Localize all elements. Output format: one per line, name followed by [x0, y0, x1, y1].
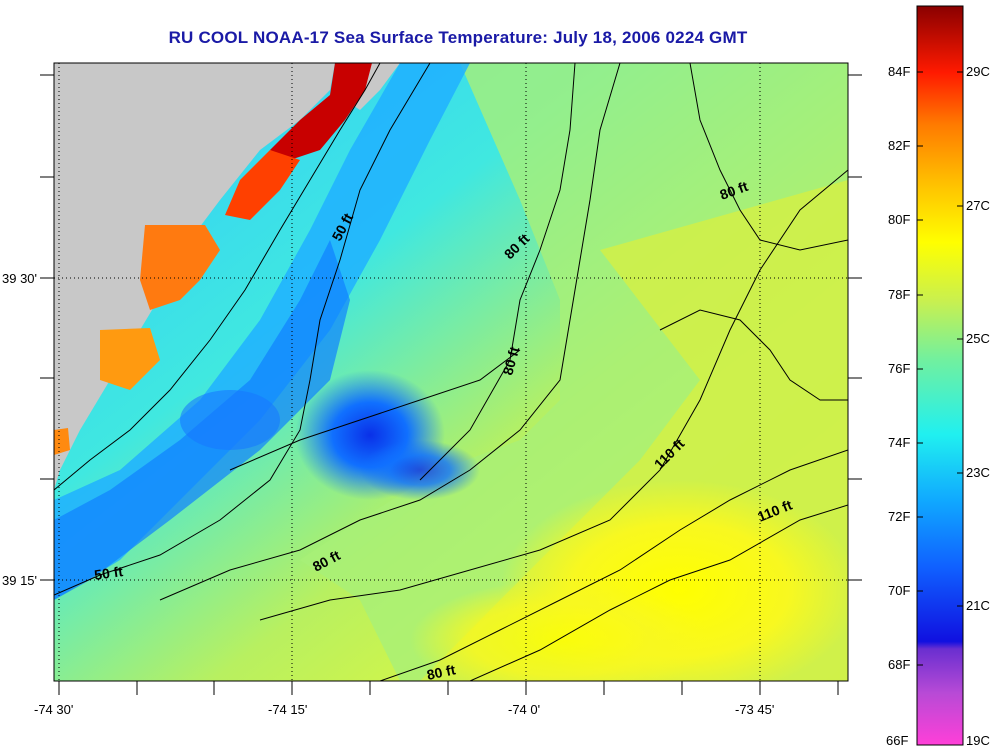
depth-label: 50 ft [93, 563, 124, 583]
lon-label: -74 0' [508, 702, 541, 717]
lon-label: -74 30' [34, 702, 74, 717]
temperature-colorbar [916, 5, 964, 746]
colorbar-label-c: 29C [966, 64, 990, 79]
sst-field: 50 ft 80 ft 80 ft 80 ft 110 ft 50 ft 80 … [54, 63, 848, 683]
contour-110ft [379, 449, 848, 681]
colorbar-label-f: 68F [888, 657, 911, 672]
colorbar-label-f: 74F [888, 435, 911, 450]
colorbar-label-f: 82F [888, 138, 911, 153]
colorbar-label-f: 76F [888, 361, 911, 376]
map-title: RU COOL NOAA-17 Sea Surface Temperature:… [168, 28, 748, 47]
contour-80ft [159, 63, 621, 601]
colorbar-label-f: 84F [888, 64, 911, 79]
colorbar-label-c: 19C [966, 733, 990, 748]
warm-bay [270, 63, 372, 160]
axis-ticks [40, 74, 862, 695]
colorbar-label-f: 70F [888, 583, 911, 598]
colorbar-label-f: 66F [886, 733, 909, 748]
depth-label: 80 ft [499, 345, 522, 377]
land-area [54, 63, 335, 490]
colorbar-label-c: 21C [966, 598, 990, 613]
contour-50ft [54, 63, 431, 596]
colorbar-label-f: 72F [888, 509, 911, 524]
lon-label: -74 15' [268, 702, 308, 717]
colorbar-ticks [917, 71, 963, 666]
colorbar-label-f: 78F [888, 287, 911, 302]
colorbar-label-c: 23C [966, 465, 990, 480]
lat-label: 39 15' [2, 573, 38, 588]
colorbar-label-f: 80F [888, 212, 911, 227]
lat-label: 39 30' [2, 271, 38, 286]
colorbar-label-c: 27C [966, 198, 990, 213]
map-frame [53, 62, 849, 682]
lon-label: -73 45' [735, 702, 775, 717]
colorbar-label-c: 25C [966, 331, 990, 346]
depth-label: 80 ft [425, 661, 457, 683]
